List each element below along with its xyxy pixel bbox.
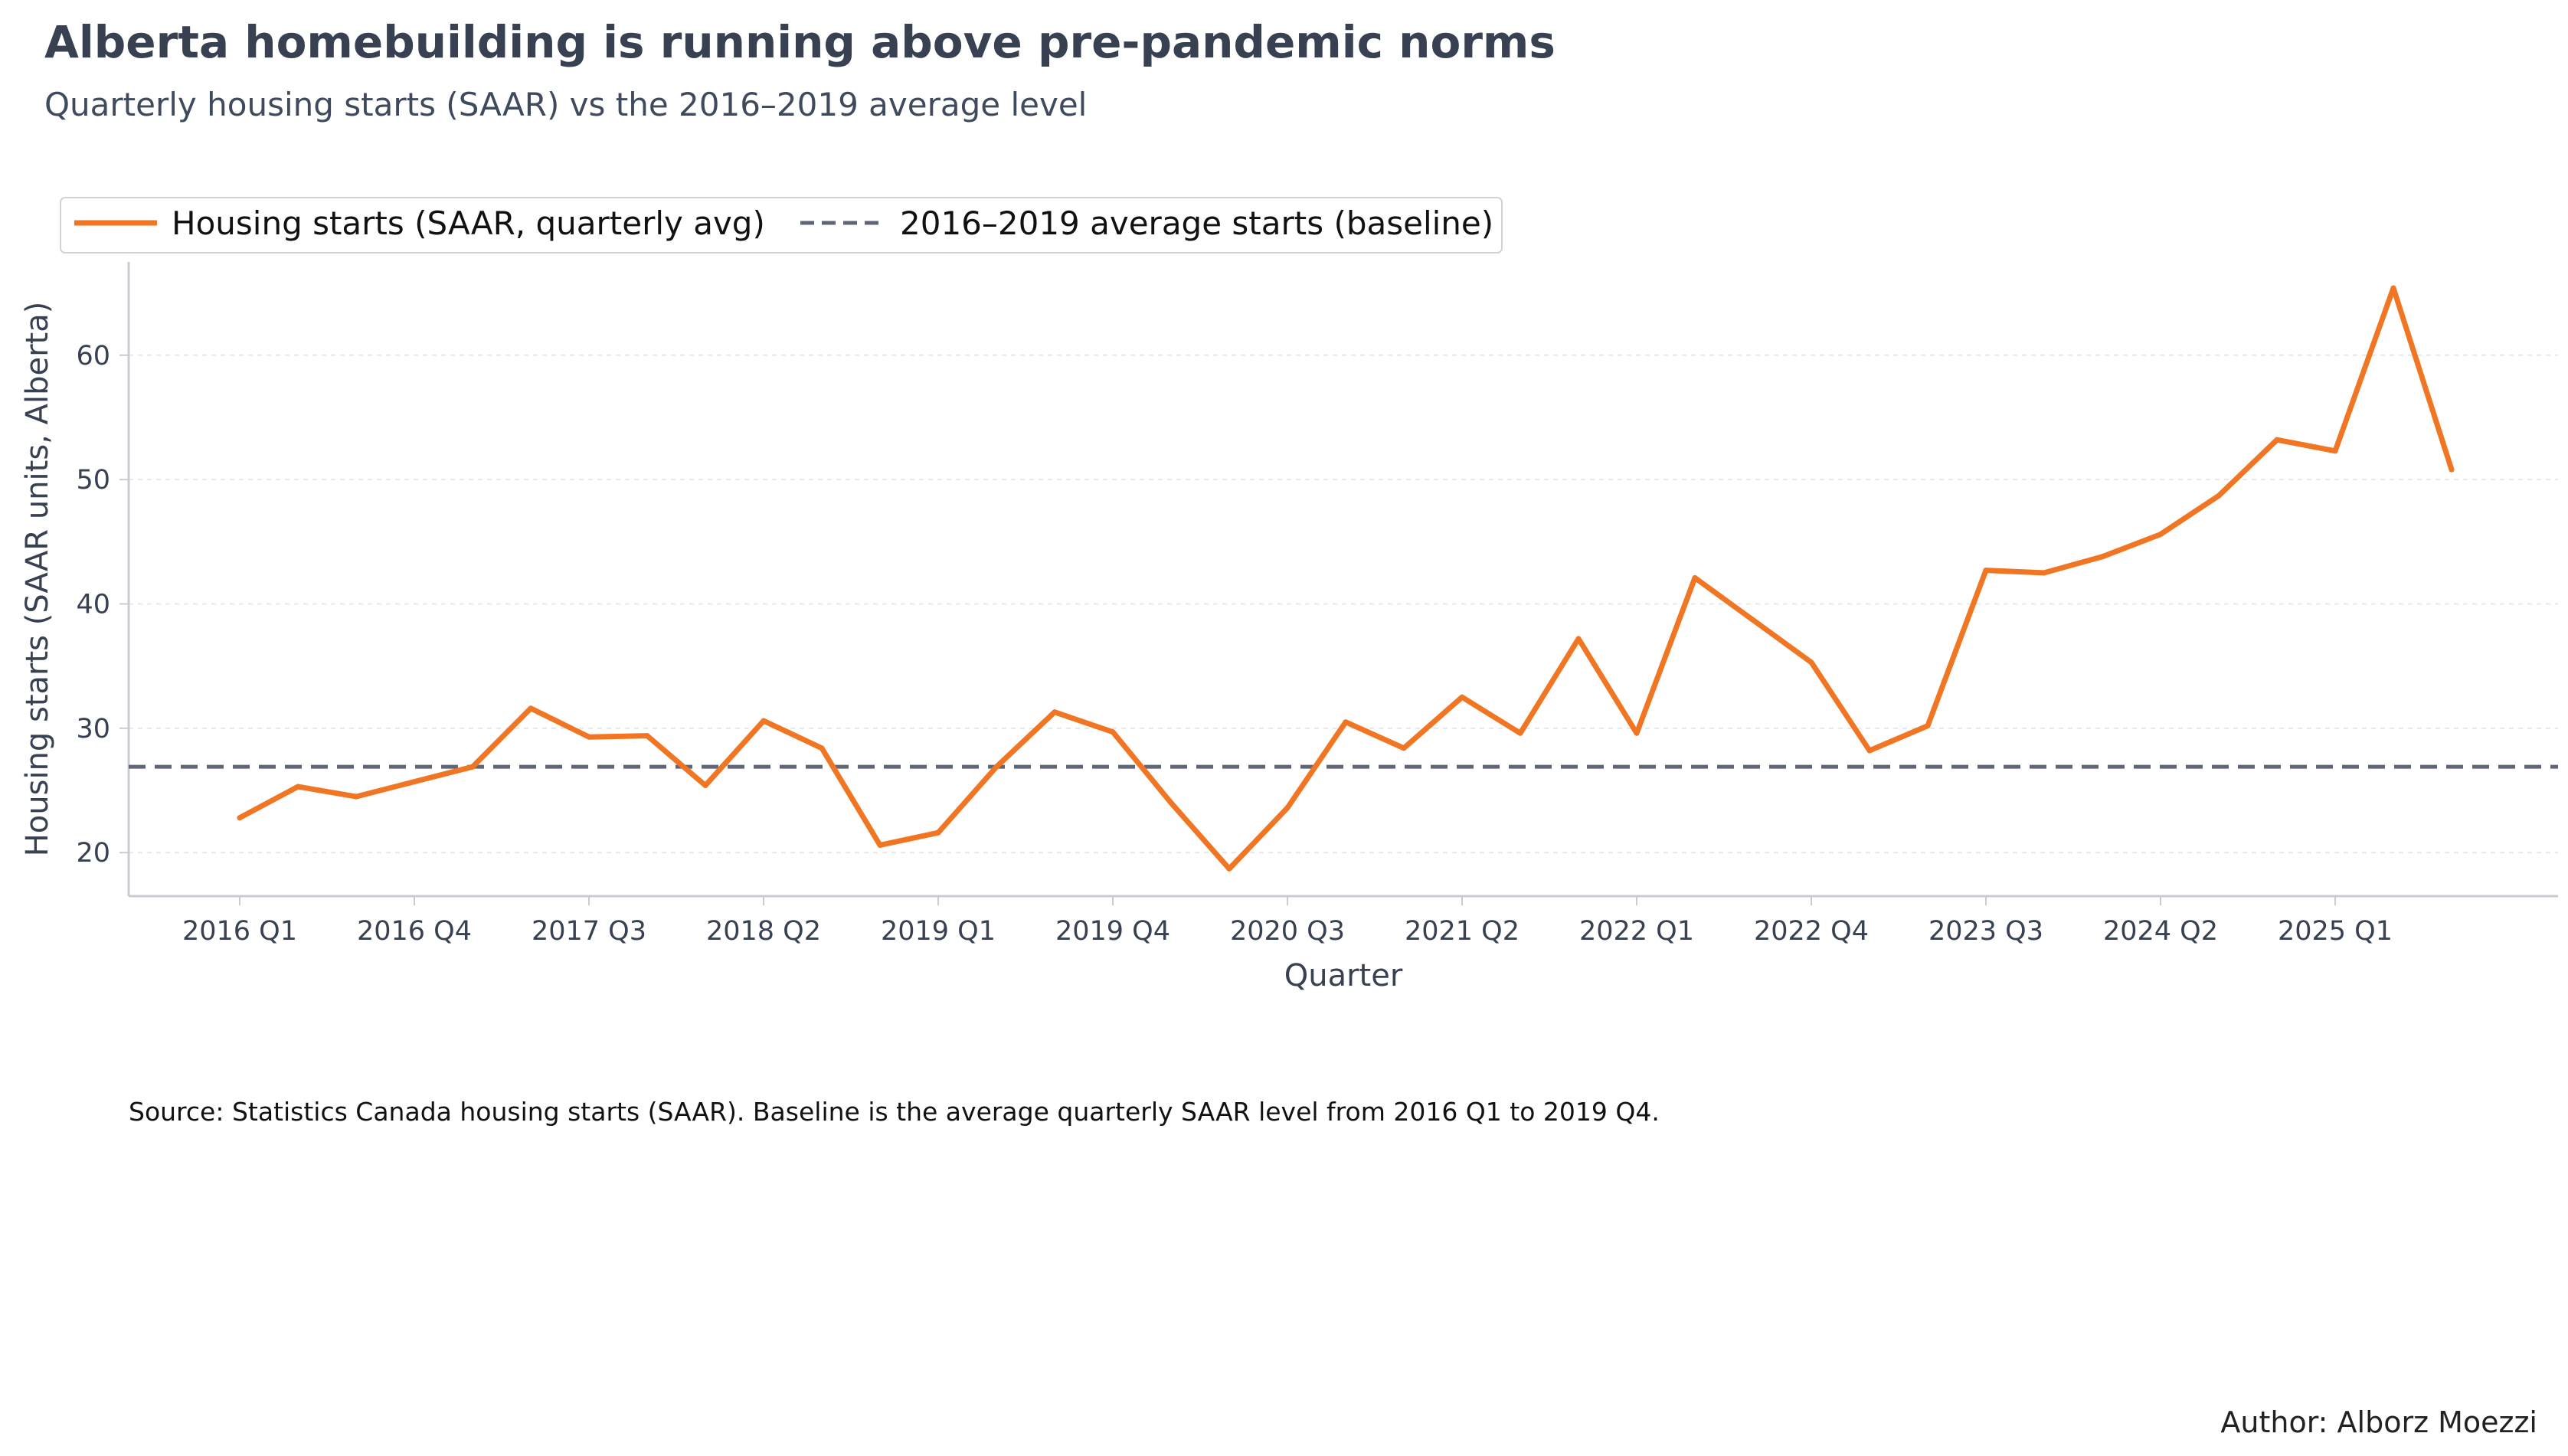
data-point: [1284, 805, 1291, 811]
x-tick-label: 2022 Q4: [1754, 916, 1869, 947]
data-points: [237, 285, 2455, 872]
data-point: [1226, 865, 1232, 872]
data-point: [2216, 492, 2222, 499]
data-point: [2099, 554, 2105, 560]
data-point: [2274, 437, 2280, 443]
x-tick-label: 2016 Q1: [182, 916, 297, 947]
data-point: [1750, 617, 1756, 623]
x-tick-label: 2017 Q3: [532, 916, 646, 947]
data-point: [993, 764, 999, 770]
legend-label-housing-starts: Housing starts (SAAR, quarterly avg): [172, 204, 765, 242]
data-point: [1401, 745, 1407, 751]
x-axis-label: Quarter: [1284, 958, 1403, 993]
y-tick-label: 40: [76, 589, 110, 620]
y-axis-label: Housing starts (SAAR units, Alberta): [20, 302, 55, 857]
x-tick-label: 2016 Q4: [357, 916, 472, 947]
data-point: [1517, 730, 1523, 736]
data-point: [1866, 748, 1873, 754]
y-axis-ticks: 20 30 40 50 60: [76, 341, 129, 869]
y-tick-label: 50: [76, 465, 110, 496]
data-point: [2157, 532, 2164, 538]
data-point: [702, 783, 708, 789]
data-point: [761, 718, 767, 724]
data-point: [353, 793, 359, 800]
x-tick-label: 2019 Q1: [881, 916, 996, 947]
data-point: [2041, 570, 2047, 576]
x-tick-label: 2019 Q4: [1055, 916, 1170, 947]
data-point: [1692, 574, 1698, 581]
data-point: [1110, 729, 1116, 735]
data-point: [411, 779, 417, 785]
x-tick-label: 2024 Q2: [2103, 916, 2218, 947]
data-point: [2390, 285, 2396, 291]
data-point: [237, 815, 243, 821]
series-line-housing-starts: [237, 285, 2455, 872]
data-point: [935, 829, 941, 836]
data-point: [1168, 800, 1174, 806]
data-point: [1575, 636, 1582, 642]
chart-title: Alberta homebuilding is running above pr…: [44, 16, 1556, 68]
data-point: [469, 764, 476, 770]
data-point: [586, 734, 592, 740]
x-tick-label: 2021 Q2: [1405, 916, 1520, 947]
source-note: Source: Statistics Canada housing starts…: [129, 1097, 1660, 1127]
data-point: [528, 705, 534, 712]
chart-subtitle: Quarterly housing starts (SAAR) vs the 2…: [44, 86, 1087, 123]
x-tick-label: 2020 Q3: [1230, 916, 1345, 947]
data-point: [295, 784, 301, 790]
data-point: [2332, 448, 2338, 454]
y-tick-label: 30: [76, 714, 110, 744]
x-axis-ticks: 2016 Q1 2016 Q4 2017 Q3 2018 Q2 2019 Q1 2019 …: [182, 896, 2393, 947]
legend-label-baseline: 2016–2019 average starts (baseline): [900, 204, 1493, 242]
author-credit: Author: Alborz Moezzi: [2220, 1405, 2537, 1439]
data-point: [644, 733, 650, 739]
data-point: [1634, 730, 1640, 736]
y-tick-label: 60: [76, 341, 110, 371]
data-point: [1459, 694, 1465, 700]
legend-box: [60, 197, 1503, 254]
data-point: [2449, 466, 2455, 473]
x-tick-label: 2022 Q1: [1579, 916, 1694, 947]
data-point: [819, 745, 825, 751]
data-point: [1052, 709, 1058, 715]
data-point: [1343, 719, 1349, 725]
x-tick-label: 2023 Q3: [1928, 916, 2043, 947]
y-tick-label: 20: [76, 838, 110, 869]
data-point: [1925, 723, 1931, 729]
x-tick-label: 2025 Q1: [2278, 916, 2393, 947]
data-point: [877, 842, 883, 848]
grid: [129, 354, 2558, 854]
legend: Housing starts (SAAR, quarterly avg) 201…: [60, 197, 1503, 254]
data-point: [1983, 568, 1989, 574]
data-point: [1808, 659, 1814, 666]
x-tick-label: 2018 Q2: [706, 916, 821, 947]
